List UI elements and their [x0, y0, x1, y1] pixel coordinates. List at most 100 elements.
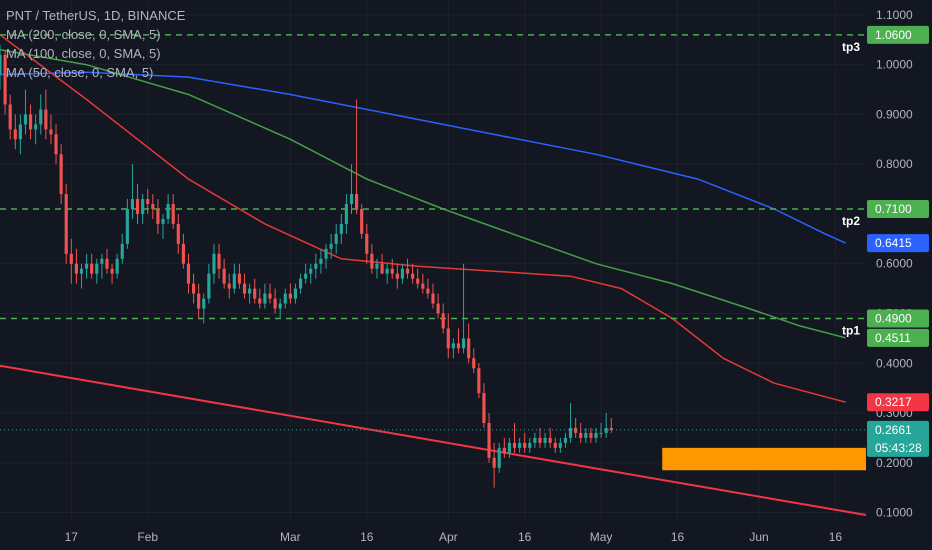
- candle-body: [314, 264, 317, 269]
- x-tick-label: Apr: [439, 530, 458, 544]
- candle-body: [559, 443, 562, 448]
- candle-body: [442, 313, 445, 328]
- candle-body: [228, 284, 231, 289]
- candle-body: [49, 129, 52, 134]
- candle-body: [192, 284, 195, 294]
- candle-body: [431, 294, 434, 304]
- candle-body: [503, 448, 506, 453]
- legend-ma-100[interactable]: MA (100, close, 0, SMA, 5): [6, 44, 185, 63]
- candle-body: [177, 224, 180, 244]
- candle-body: [406, 269, 409, 274]
- candle-body: [80, 269, 83, 274]
- candle-body: [350, 194, 353, 204]
- candle-body: [396, 274, 399, 279]
- candle-body: [605, 428, 608, 433]
- candle-body: [452, 343, 455, 348]
- candle-body: [472, 358, 475, 368]
- candle-body: [487, 423, 490, 458]
- candle-body: [360, 209, 363, 234]
- candle-body: [518, 443, 521, 448]
- candle-body: [554, 443, 557, 448]
- candle-body: [589, 433, 592, 438]
- candle-body: [426, 289, 429, 294]
- candle-body: [238, 274, 241, 284]
- candle-body: [569, 428, 572, 438]
- candle-body: [304, 274, 307, 279]
- badge-tp2: 0.7100: [875, 202, 912, 216]
- candle-body: [212, 254, 215, 274]
- candle-body: [182, 244, 185, 264]
- x-tick-label: 16: [671, 530, 685, 544]
- y-tick-label: 0.1000: [876, 506, 913, 520]
- candle-body: [335, 234, 338, 244]
- candle-body: [594, 433, 597, 438]
- candle-body: [437, 304, 440, 314]
- level-label-tp2: tp2: [842, 214, 860, 228]
- candle-body: [19, 124, 22, 139]
- x-tick-label: 16: [518, 530, 532, 544]
- candle-body: [243, 284, 246, 294]
- candle-body: [340, 224, 343, 234]
- x-tick-label: May: [590, 530, 613, 544]
- candle-body: [447, 328, 450, 348]
- support-zone-rect: [662, 448, 866, 470]
- candle-body: [498, 448, 501, 468]
- candle-body: [533, 438, 536, 443]
- candle-body: [543, 438, 546, 443]
- candle-body: [65, 194, 68, 254]
- y-tick-label: 0.4000: [876, 356, 913, 370]
- candle-body: [161, 219, 164, 224]
- candle-body: [121, 244, 124, 259]
- candle-body: [85, 264, 88, 269]
- candle-body: [34, 124, 37, 129]
- candle-body: [584, 433, 587, 438]
- candle-body: [202, 299, 205, 309]
- candle-body: [151, 204, 154, 209]
- candle-body: [482, 393, 485, 423]
- candle-body: [0, 55, 2, 75]
- badge-ma-0: 0.6415: [875, 236, 912, 250]
- candle-body: [146, 199, 149, 204]
- candle-body: [493, 458, 496, 468]
- candle-body: [116, 259, 119, 274]
- candle-body: [574, 428, 577, 433]
- legend-ma-200[interactable]: MA (200, close, 0, SMA, 5): [6, 25, 185, 44]
- candle-body: [467, 338, 470, 358]
- candle-body: [156, 209, 159, 224]
- badge-countdown: 05:43:28: [875, 441, 922, 455]
- badge-last-price: 0.2661: [875, 423, 912, 437]
- candle-body: [284, 294, 287, 304]
- y-tick-label: 0.2000: [876, 456, 913, 470]
- badge-ma-2: 0.3217: [875, 395, 912, 409]
- y-tick-label: 1.1000: [876, 8, 913, 22]
- candle-body: [564, 438, 567, 443]
- x-tick-label: Mar: [280, 530, 301, 544]
- candle-body: [421, 284, 424, 289]
- badge-ma-1: 0.4511: [875, 331, 911, 345]
- candle-body: [279, 304, 282, 309]
- candle-body: [95, 264, 98, 274]
- candle-body: [39, 109, 42, 124]
- level-label-tp1: tp1: [842, 323, 860, 337]
- y-tick-label: 0.9000: [876, 107, 913, 121]
- candle-body: [375, 264, 378, 269]
- candle-body: [513, 443, 516, 448]
- candle-body: [523, 443, 526, 448]
- chart-title: PNT / TetherUS, 1D, BINANCE: [6, 6, 185, 25]
- candle-body: [579, 433, 582, 438]
- candle-body: [309, 269, 312, 274]
- candle-body: [319, 259, 322, 264]
- candle-body: [187, 264, 190, 284]
- candle-body: [75, 264, 78, 274]
- candle-body: [401, 269, 404, 279]
- candle-body: [345, 204, 348, 224]
- candle-body: [538, 438, 541, 443]
- legend-ma-50[interactable]: MA (50, close, 0, SMA, 5): [6, 63, 185, 82]
- candle-body: [268, 294, 271, 299]
- candle-body: [54, 134, 57, 154]
- candle-body: [248, 289, 251, 294]
- candle-body: [253, 289, 256, 299]
- x-tick-label: Jun: [749, 530, 768, 544]
- candle-body: [600, 433, 603, 434]
